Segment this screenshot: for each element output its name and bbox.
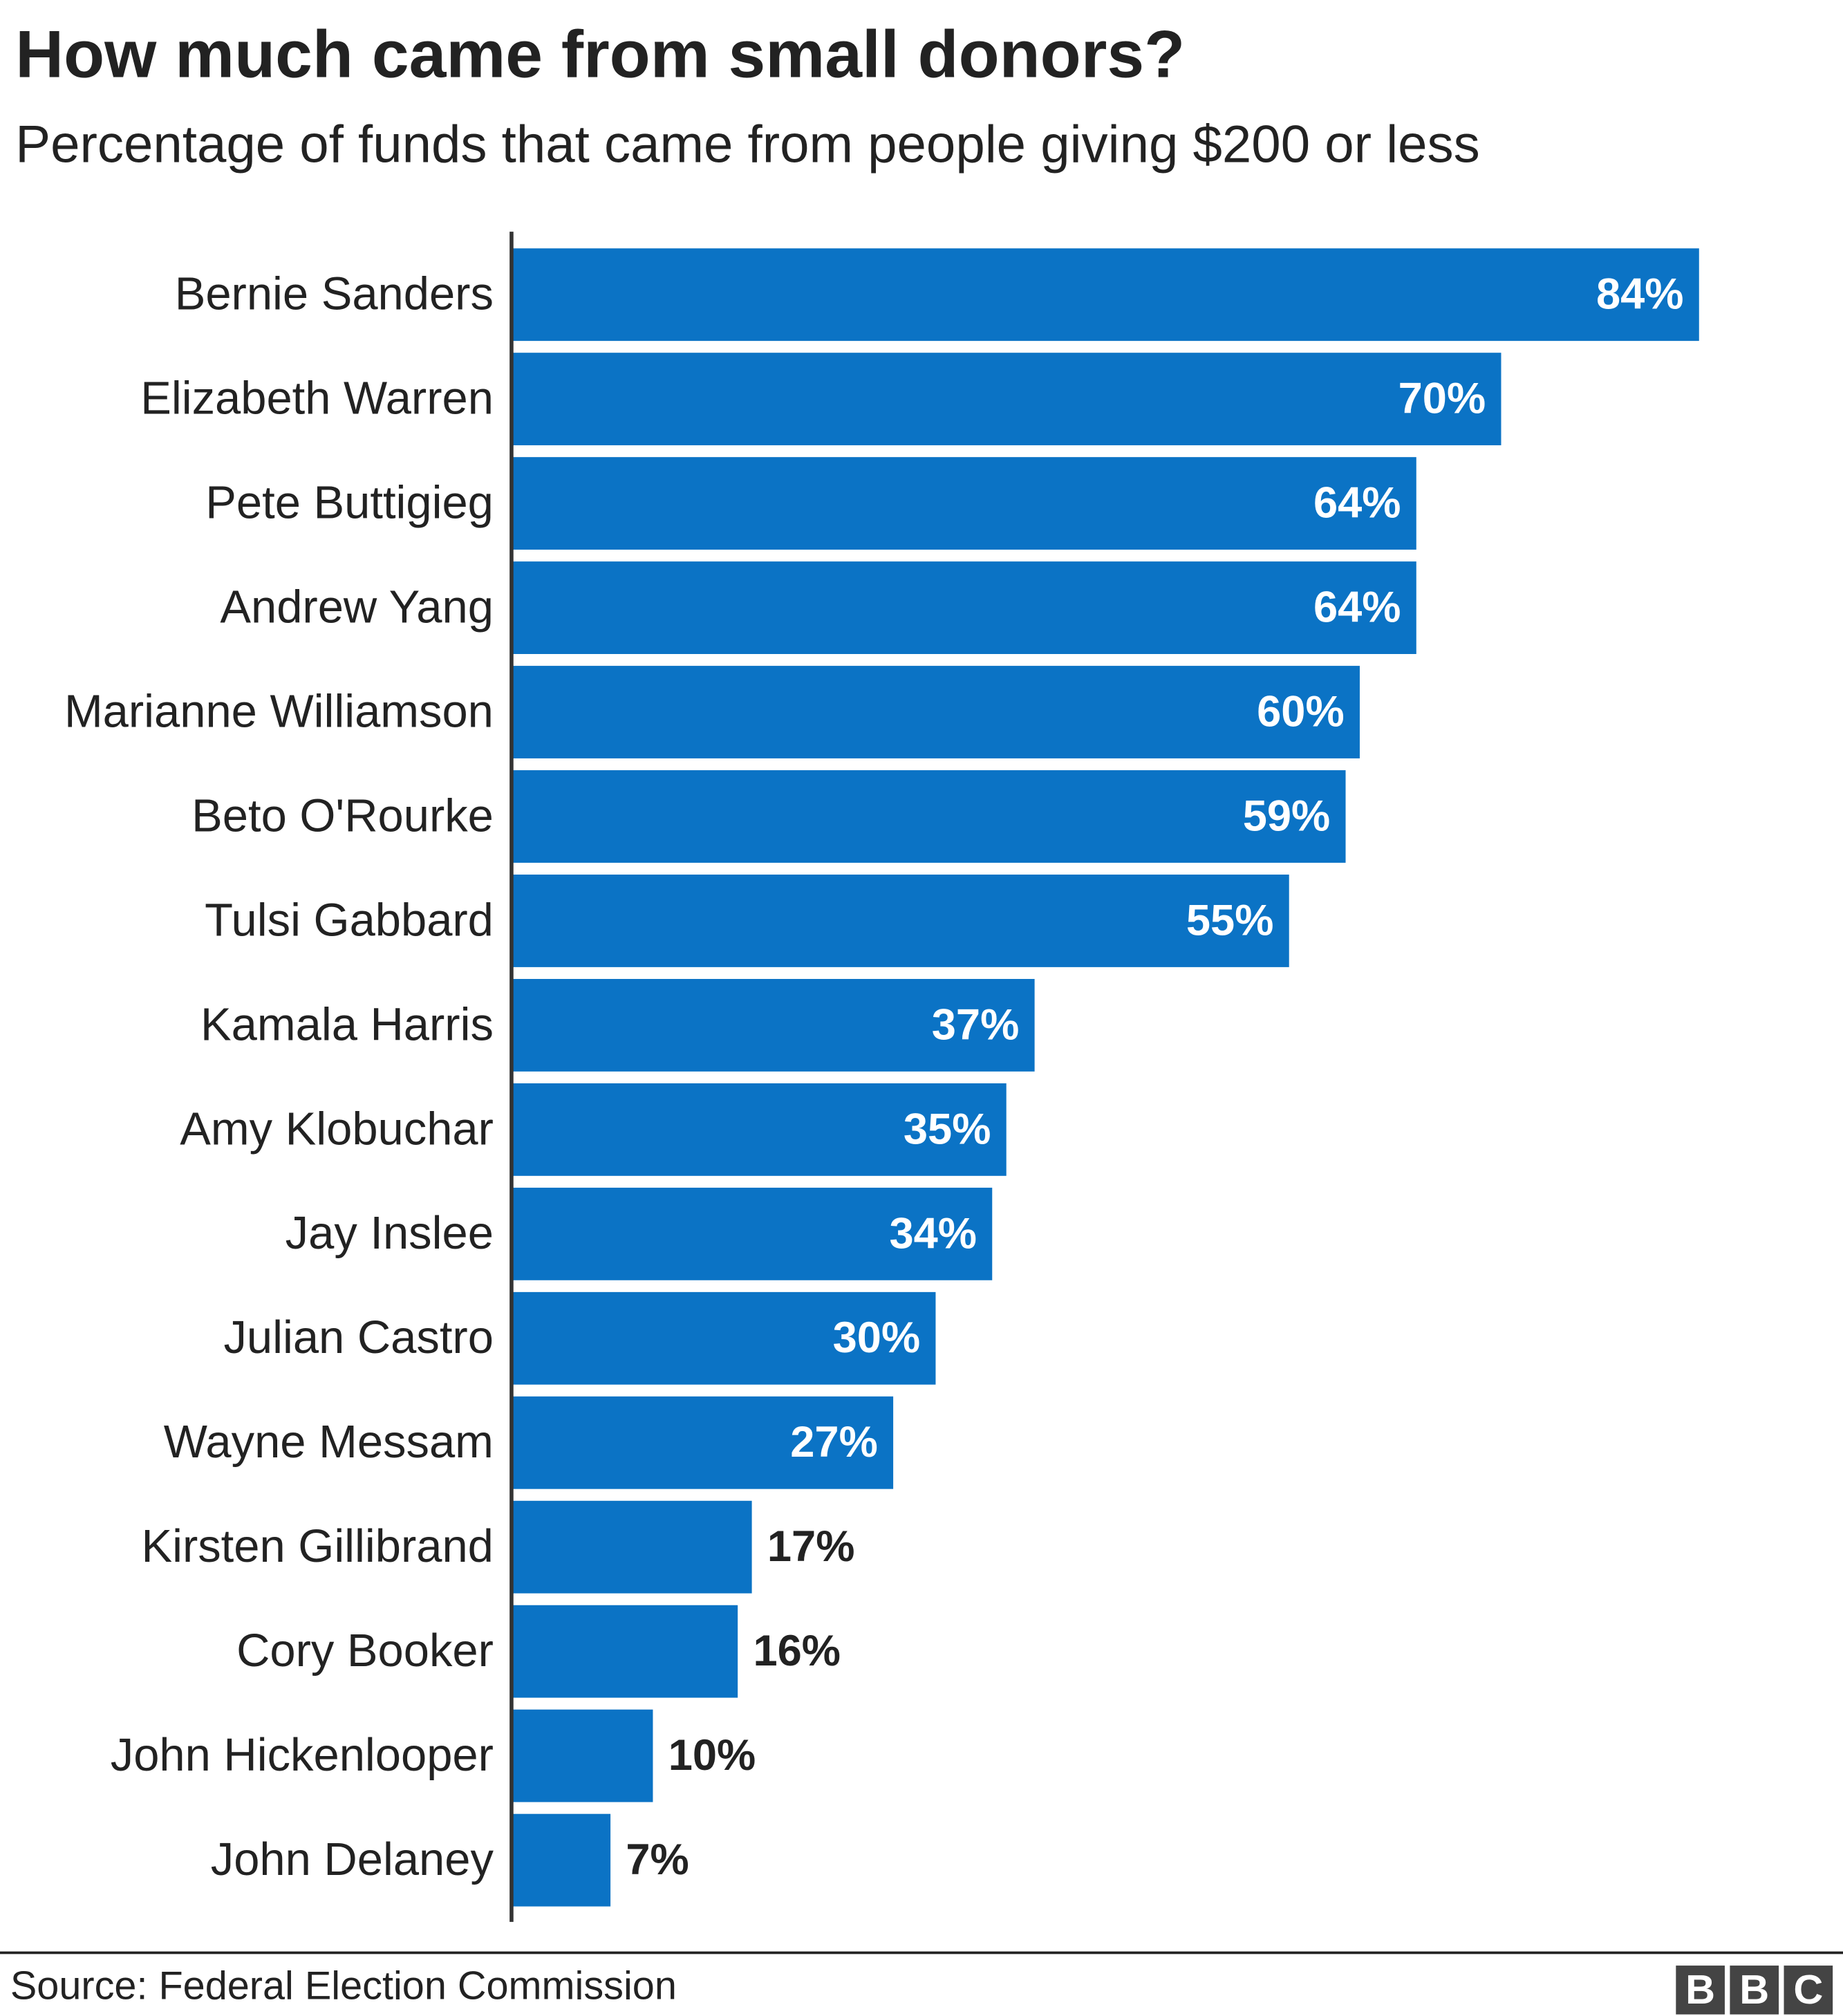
bar [511,1709,653,1802]
category-label: Cory Booker [236,1625,494,1677]
source: Source: Federal Election Commission [10,1964,677,2008]
category-label: Julian Castro [223,1312,493,1363]
category-label: Kamala Harris [200,998,494,1050]
category-label: Andrew Yang [220,581,494,633]
bar [511,1605,738,1698]
value-label: 27% [790,1418,878,1466]
category-label: Marianne Williamson [64,685,494,737]
category-label: Beto O'Rourke [191,790,494,841]
category-label: Amy Klobuchar [180,1103,494,1155]
value-label: 64% [1313,479,1401,528]
logo-letter: B [1685,1966,1715,2013]
value-label: 59% [1243,792,1331,840]
bar [511,770,1346,863]
bar [511,1500,752,1594]
bar [511,1291,936,1385]
bar [511,1813,611,1907]
bar [511,1396,894,1489]
value-label: 7% [626,1836,689,1884]
value-label: 37% [932,1000,1020,1049]
chart-title: How much came from small donors? [15,17,1185,91]
bar [511,666,1360,758]
bar [511,561,1416,654]
value-label: 84% [1596,270,1684,319]
logo-letter: C [1793,1966,1823,2013]
bar [511,978,1035,1072]
category-label: Elizabeth Warren [140,373,494,424]
value-label: 55% [1186,896,1274,944]
value-label: 60% [1257,687,1345,736]
value-label: 64% [1313,583,1401,631]
bar [511,457,1416,550]
bar [511,353,1501,446]
value-label: 70% [1398,375,1486,423]
category-label: Pete Buttigieg [205,476,494,528]
category-label: Tulsi Gabbard [205,894,494,946]
category-label: John Delaney [211,1833,494,1885]
category-label: Kirsten Gillibrand [141,1520,493,1572]
bar [511,1083,1007,1176]
value-label: 17% [767,1522,854,1571]
category-label: Wayne Messam [164,1416,494,1468]
category-label: John Hickenlooper [111,1729,494,1781]
value-label: 30% [833,1314,921,1362]
value-label: 34% [889,1209,977,1258]
value-label: 35% [904,1105,991,1153]
chart-subtitle: Percentage of funds that came from peopl… [15,115,1479,174]
logo-box [1730,1966,1779,2015]
logo-letter: B [1739,1966,1769,2013]
category-label: Jay Inslee [286,1207,494,1259]
logo-box [1784,1966,1833,2015]
logo-box [1676,1966,1725,2015]
bar [511,248,1699,342]
category-label: Bernie Sanders [175,268,494,320]
value-label: 16% [753,1627,841,1675]
bar [511,1187,993,1280]
bar [511,875,1289,967]
value-label: 10% [668,1731,756,1780]
